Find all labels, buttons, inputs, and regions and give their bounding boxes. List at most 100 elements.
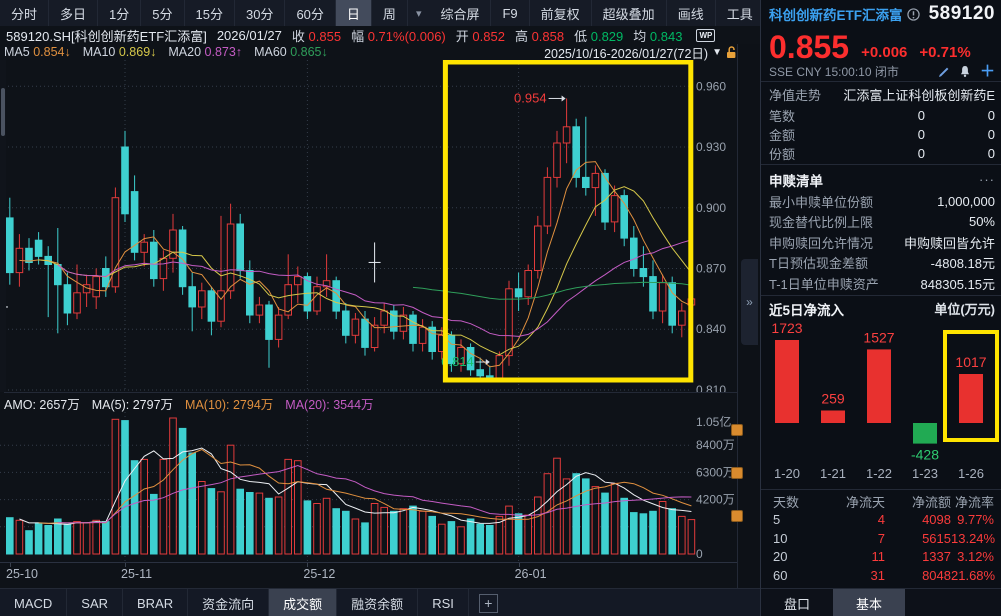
- nav-trend-label[interactable]: 净值走势: [769, 88, 822, 103]
- indicator-tab-bar: MACD SAR BRAR 资金流向 成交额 融资余额 RSI +: [0, 588, 760, 616]
- indicator-tab-成交额[interactable]: 成交额: [269, 589, 338, 616]
- period-tab-周[interactable]: 周: [372, 0, 408, 26]
- table-row[interactable]: 10 7 5615 13.24%: [761, 529, 1001, 548]
- collapse-panel-handle[interactable]: »: [741, 259, 758, 345]
- period-tab-30分[interactable]: 30分: [235, 0, 286, 26]
- add-to-watchlist-icon[interactable]: ＋: [979, 63, 995, 80]
- edit-pencil-icon[interactable]: [938, 66, 950, 78]
- subscription-row: 现金替代比例上限 50%: [769, 212, 995, 233]
- stat-value-sell: 0: [987, 127, 995, 142]
- svg-text:-428: -428: [911, 447, 939, 463]
- alert-bell-icon[interactable]: [959, 65, 971, 78]
- time-axis-label-25-12: 25-12: [303, 567, 336, 581]
- table-header-净流天: 净流天: [845, 495, 885, 510]
- table-cell: 5615: [922, 530, 951, 546]
- svg-text:0.814: 0.814: [441, 354, 474, 369]
- svg-text:1723: 1723: [771, 320, 802, 336]
- table-header-row: 天数 净流天 净流额 净流率: [761, 492, 1001, 511]
- subscription-label: 现金替代比例上限: [769, 215, 874, 231]
- toolbar-button-综合屏[interactable]: 综合屏: [429, 0, 492, 26]
- indicator-tab-MACD[interactable]: MACD: [0, 589, 68, 616]
- time-axis-label-26-01: 26-01: [514, 567, 547, 581]
- period-tab-日[interactable]: 日: [335, 0, 372, 26]
- lock-mini-icon[interactable]: [731, 424, 743, 436]
- amo-label: MA(10):: [185, 397, 233, 412]
- stat-row-笔数: 笔数 0 0: [769, 106, 995, 125]
- table-row[interactable]: 60 31 8048 21.68%: [761, 566, 1001, 585]
- indicator-tab-BRAR[interactable]: BRAR: [123, 589, 189, 616]
- ma-label: MA10: [82, 45, 119, 59]
- table-cell: 13.24%: [951, 530, 996, 546]
- period-tab-1分[interactable]: 1分: [98, 0, 142, 26]
- ma-label: MA60: [254, 45, 291, 59]
- net-inflow-table: 天数 净流天 净流额 净流率 5 4 4098 9.77% 10 7 5615 13.24% 20 11 1…: [761, 492, 1001, 585]
- candlestick-chart[interactable]: 0.960 0.930 0.900 0.870 0.840 0.810 0.954 0.814: [0, 60, 737, 392]
- unlock-icon[interactable]: [726, 45, 737, 59]
- indicator-tab-融资余额[interactable]: 融资余额: [337, 589, 419, 616]
- table-cell: 11: [871, 549, 886, 565]
- quote-field-value: 0.843: [649, 28, 683, 44]
- svg-text:1-22: 1-22: [866, 466, 892, 481]
- wp-badge-icon[interactable]: WP: [696, 28, 716, 42]
- svg-text:4200万: 4200万: [696, 493, 735, 507]
- table-row[interactable]: 20 11 1337 3.12%: [761, 548, 1001, 567]
- range-dropdown-icon[interactable]: ▼: [712, 46, 722, 58]
- amo-item: MA(5): 2797万: [92, 394, 173, 413]
- trade-date: 2026/01/27: [216, 27, 282, 43]
- toolbar-button-超级叠加[interactable]: 超级叠加: [592, 0, 667, 26]
- indicator-tab-RSI[interactable]: RSI: [418, 589, 469, 616]
- left-scrollbar-thumb[interactable]: [1, 88, 5, 136]
- ma-indicator-row: MA5 0.854↓ MA10 0.869↓ MA20 0.873↑ MA60 0.8…: [4, 44, 737, 61]
- table-row[interactable]: 5 4 4098 9.77%: [761, 511, 1001, 530]
- more-ellipsis[interactable]: ···: [979, 172, 995, 187]
- toolbar-button-前复权[interactable]: 前复权: [530, 0, 592, 26]
- add-indicator-icon[interactable]: +: [478, 593, 498, 613]
- chevron-down-icon[interactable]: ▾: [415, 7, 422, 20]
- divider: [761, 81, 1001, 82]
- visible-range-label[interactable]: 2025/10/16-2026/01/27(72日): [544, 46, 709, 61]
- time-axis-label-25-10: 25-10: [6, 567, 38, 581]
- lock-mini-icon[interactable]: [731, 467, 743, 479]
- svg-text:1-20: 1-20: [774, 466, 800, 481]
- quote-side-panel: 科创创新药ETF汇添富 589120 0.855 +0.006 +0.71% S…: [760, 0, 1001, 616]
- svg-text:0: 0: [696, 547, 703, 561]
- quote-field-低: 低 0.829: [574, 26, 623, 45]
- stat-value-buy: 0: [917, 146, 925, 161]
- subscription-value: -4808.18元: [930, 256, 995, 272]
- toolbar-button-工具[interactable]: 工具: [716, 0, 765, 26]
- amo-label: AMO:: [4, 397, 40, 412]
- period-tab-15分[interactable]: 15分: [185, 0, 235, 26]
- indicator-tab-资金流向[interactable]: 资金流向: [188, 589, 270, 616]
- toolbar-button-F9[interactable]: F9: [491, 0, 530, 26]
- side-tab-盘口[interactable]: 盘口: [783, 596, 810, 612]
- lock-mini-icon[interactable]: [731, 510, 743, 522]
- time-axis-tick: [125, 563, 126, 567]
- toolbar-button-画线[interactable]: 画线: [667, 0, 716, 26]
- svg-text:0.900: 0.900: [696, 201, 726, 215]
- period-tab-分时[interactable]: 分时: [0, 0, 50, 26]
- volume-chart[interactable]: 1.05亿 8400万 6300万 4200万 0: [0, 412, 737, 562]
- period-tab-5分[interactable]: 5分: [141, 0, 185, 26]
- subscription-label: T-1日单位申赎资产: [769, 276, 879, 292]
- subscription-label: T日预估现金差额: [769, 256, 868, 272]
- stat-value-buy: 0: [917, 127, 925, 142]
- turnover-indicator-row: AMO: 2657万 MA(5): 2797万 MA(10): 2794万 MA(20…: [4, 392, 737, 413]
- indicator-tab-SAR[interactable]: SAR: [67, 589, 124, 616]
- net-inflow-unit: 单位(万元): [934, 302, 995, 317]
- stat-label: 份额: [769, 147, 796, 162]
- amo-item: MA(20): 3544万: [285, 394, 373, 413]
- table-cell: 20: [773, 549, 788, 565]
- time-axis: 25-10 25-11 25-12 26-01: [0, 562, 760, 589]
- info-icon[interactable]: [906, 7, 920, 21]
- table-cell: 9.77%: [957, 512, 994, 528]
- stat-label: 笔数: [769, 109, 796, 124]
- divider: [761, 164, 1001, 165]
- side-tab-基本[interactable]: 基本: [833, 589, 905, 616]
- subscription-row: 最小申赎单位份额 1,000,000: [769, 191, 995, 212]
- table-cell: 60: [773, 567, 788, 583]
- panel-splitter[interactable]: »: [731, 44, 761, 588]
- period-tab-多日[interactable]: 多日: [49, 0, 99, 26]
- ma-label: MA20: [168, 45, 205, 59]
- period-tab-60分[interactable]: 60分: [285, 0, 336, 26]
- fund-name[interactable]: 科创创新药ETF汇添富: [769, 8, 903, 23]
